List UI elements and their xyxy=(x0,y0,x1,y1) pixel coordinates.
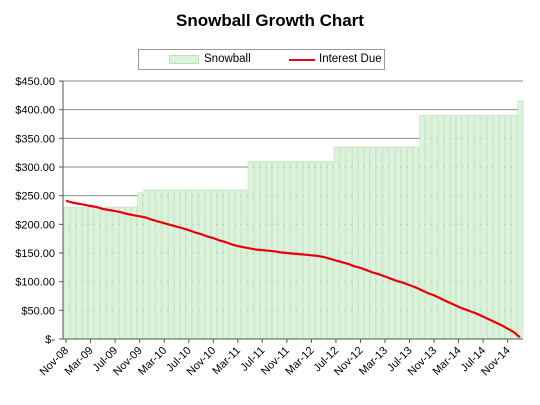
snowball-bar xyxy=(198,189,205,340)
snowball-bar xyxy=(192,189,199,340)
snowball-bar xyxy=(333,146,340,340)
snowball-bar xyxy=(486,115,493,340)
snowball-bar xyxy=(217,189,223,340)
chart-title: Snowball Growth Chart xyxy=(176,11,364,30)
snowball-bar xyxy=(94,206,101,340)
chart-legend: Snowball Interest Due xyxy=(138,49,385,70)
snowball-bar xyxy=(161,189,168,340)
y-tick-label: $250.00 xyxy=(15,191,55,203)
y-tick-label: $- xyxy=(45,334,55,346)
snowball-bar xyxy=(69,206,76,340)
snowball-bar xyxy=(517,100,524,340)
snowball-bar xyxy=(100,206,107,340)
snowball-bar xyxy=(131,206,137,340)
snowball-bar xyxy=(229,189,236,340)
snowball-bar xyxy=(296,160,303,340)
snowball-bar xyxy=(339,146,346,340)
snowball-bar xyxy=(278,160,285,340)
legend-swatch-snowball xyxy=(169,55,199,64)
snowball-bar xyxy=(186,189,193,340)
snowball-bar xyxy=(394,146,401,340)
snowball-bar xyxy=(63,206,70,340)
snowball-bar xyxy=(493,115,499,340)
snowball-bar xyxy=(210,189,217,340)
snowball-bar xyxy=(462,115,469,340)
legend-label-snowball: Snowball xyxy=(204,53,251,65)
snowball-bar xyxy=(425,115,432,340)
snowball-bar xyxy=(106,206,113,340)
y-tick-label: $150.00 xyxy=(15,248,55,260)
snowball-bar xyxy=(443,115,450,340)
snowball-bar xyxy=(321,160,328,340)
snowball-bar xyxy=(376,146,383,340)
snowball-bar xyxy=(364,146,370,340)
snowball-bar xyxy=(235,189,242,340)
snowball-bar xyxy=(137,192,144,340)
snowball-bar xyxy=(407,146,413,340)
snowball-bar xyxy=(351,146,358,340)
snowball-bar xyxy=(468,115,475,340)
snowball-bar xyxy=(480,115,487,340)
legend-swatch-interest-due xyxy=(289,59,315,61)
x-tick-label: Mar-11 xyxy=(210,345,243,378)
snowball-bar xyxy=(284,160,291,340)
snowball-bar xyxy=(180,189,186,340)
snowball-bar xyxy=(345,146,352,340)
snowball-bar xyxy=(511,115,518,340)
snowball-bar xyxy=(401,146,407,340)
snowball-bar xyxy=(358,146,364,340)
snowball-bar xyxy=(143,189,150,340)
snowball-bar xyxy=(388,146,395,340)
snowball-bar xyxy=(290,160,297,340)
snowball-bar xyxy=(82,206,88,340)
snowball-bar xyxy=(370,146,377,340)
snowball-bar xyxy=(315,160,321,340)
legend-label-interest-due: Interest Due xyxy=(319,53,382,65)
snowball-bar xyxy=(505,115,512,340)
snowball-bar xyxy=(499,115,505,340)
snowball-bar xyxy=(88,206,94,340)
snowball-bar xyxy=(125,206,131,340)
snowball-bar xyxy=(302,160,309,340)
y-tick-label: $200.00 xyxy=(15,219,55,231)
snowball-bar xyxy=(118,206,125,340)
y-tick-label: $350.00 xyxy=(15,133,55,145)
y-tick-label: $450.00 xyxy=(15,76,55,88)
snowball-bar xyxy=(413,146,420,340)
snowball-bar xyxy=(223,189,229,340)
snowball-bar xyxy=(149,189,156,340)
snowball-bar xyxy=(167,189,174,340)
y-tick-label: $400.00 xyxy=(15,105,55,117)
snowball-bar xyxy=(382,146,389,340)
y-tick-label: $100.00 xyxy=(15,277,55,289)
snowball-bar xyxy=(75,206,82,340)
snowball-bar xyxy=(431,115,438,340)
y-tick-label: $300.00 xyxy=(15,162,55,174)
snowball-bar xyxy=(112,206,119,340)
snowball-bar xyxy=(174,189,180,340)
snowball-bar xyxy=(241,189,248,340)
snowball-bar xyxy=(419,115,426,340)
snowball-bar xyxy=(437,115,444,340)
snowball-bar xyxy=(309,160,315,340)
snowball-bar xyxy=(474,115,481,340)
interest-due-line xyxy=(65,199,521,339)
snowball-bar xyxy=(247,160,254,340)
snowball-bar xyxy=(327,160,334,340)
y-tick-label: $50.00 xyxy=(21,305,55,317)
snowball-bar xyxy=(204,189,211,340)
snowball-bar xyxy=(155,189,162,340)
